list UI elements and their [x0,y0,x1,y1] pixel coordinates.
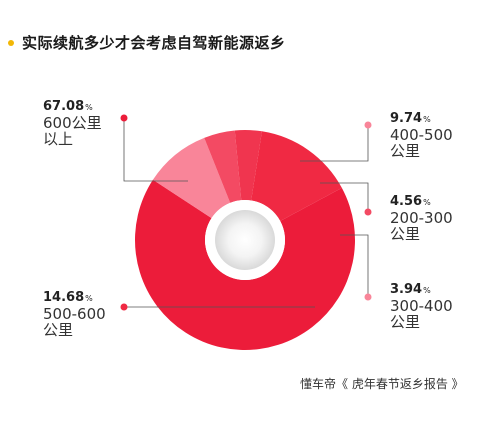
leader-300-400-line [340,234,369,297]
source-credit: 懂车帝《 虎年春节返乡报告 》 [300,377,464,391]
leader-400-500-line [300,125,369,162]
slice-500-600 [251,131,342,222]
leader-600-plus-dot [120,114,128,122]
donut-center-hub [215,210,275,270]
callout-300-400: 3.94% 300-400 公里 [390,282,453,332]
slice-400-500 [152,137,231,219]
callout-400-500-value: 9.74% [390,111,431,126]
callout-600-plus: 67.08% 600公里 以上 [43,99,102,149]
callout-500-600-label: 500-600 公里 [43,304,106,340]
leader-600-plus-line [123,118,188,182]
slice-200-300 [204,130,242,203]
callout-600-plus-label: 600公里 以上 [43,113,102,149]
callout-500-600-value: 14.68% [43,290,93,305]
callout-600-plus-value: 67.08% [43,99,93,114]
callout-500-600: 14.68% 500-600 公里 [43,290,106,340]
slice-600-plus [134,179,356,350]
leader-400-500-dot [364,121,372,129]
leader-200-300-line [320,182,369,212]
callout-200-300: 4.56% 200-300 公里 [390,194,453,244]
callout-300-400-label: 300-400 公里 [390,296,453,332]
chart-title-row: 实际续航多少才会考虑自驾新能源返乡 [8,32,286,53]
title-bullet-icon [8,39,14,46]
callout-200-300-label: 200-300 公里 [390,208,453,244]
leader-500-600-dot [120,303,128,311]
leader-300-400-dot [364,293,372,301]
callout-300-400-value: 3.94% [390,282,431,297]
callout-200-300-value: 4.56% [390,194,431,209]
chart-title: 实际续航多少才会考虑自驾新能源返乡 [22,34,286,52]
callout-400-500: 9.74% 400-500 公里 [390,111,453,161]
leader-200-300-dot [364,208,372,216]
slice-300-400 [234,130,262,201]
callout-400-500-label: 400-500 公里 [390,125,453,161]
